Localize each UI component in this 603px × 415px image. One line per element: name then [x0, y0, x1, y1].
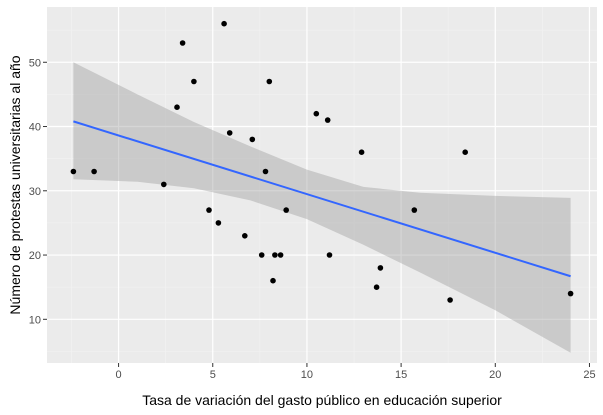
confidence-band	[73, 62, 571, 353]
x-tick-label: 15	[395, 369, 407, 381]
y-axis-ticks: 10 20 30 40 50	[29, 57, 47, 326]
fit-line-layer	[73, 120, 571, 278]
data-point	[191, 78, 197, 85]
y-tick-label: 10	[29, 314, 41, 326]
data-point	[161, 181, 167, 188]
data-point	[206, 207, 212, 213]
data-point	[324, 117, 331, 123]
data-point	[411, 207, 418, 213]
x-tick-label: 20	[489, 369, 501, 381]
data-point	[70, 168, 77, 175]
y-tick-label: 50	[29, 57, 41, 69]
data-point	[462, 149, 469, 155]
data-point	[567, 290, 574, 297]
data-point	[179, 40, 186, 46]
data-points	[70, 20, 574, 303]
x-tick-label: 10	[301, 369, 313, 381]
data-point	[249, 136, 256, 143]
data-point	[226, 130, 233, 136]
data-point	[373, 284, 380, 291]
data-point	[272, 252, 278, 258]
data-point	[447, 297, 453, 303]
data-point	[277, 252, 284, 258]
data-point	[358, 149, 365, 155]
data-point	[326, 252, 333, 258]
data-point	[283, 207, 290, 213]
x-tick-label: 5	[210, 369, 216, 381]
data-point	[174, 104, 180, 110]
regression-line	[73, 120, 571, 278]
y-tick-label: 40	[29, 122, 41, 134]
data-point	[262, 168, 269, 175]
data-point	[242, 233, 248, 239]
data-point	[221, 20, 227, 27]
x-axis-ticks: 0 5 10 15 20 25	[116, 363, 596, 381]
x-tick-label: 0	[116, 369, 122, 381]
data-point	[270, 277, 276, 284]
y-tick-label: 30	[29, 186, 41, 198]
data-point	[313, 110, 320, 117]
plot-panel	[47, 7, 597, 363]
x-tick-label: 25	[583, 369, 595, 381]
data-point	[377, 265, 384, 271]
y-tick-label: 20	[29, 250, 41, 262]
data-point	[266, 78, 273, 85]
data-point	[91, 168, 97, 175]
y-axis-title: Número de protestas universitarias al añ…	[7, 55, 23, 314]
x-axis-title: Tasa de variación del gasto público en e…	[142, 392, 502, 408]
data-point	[215, 220, 222, 226]
confidence-band-layer	[73, 62, 571, 353]
data-point	[258, 252, 265, 258]
